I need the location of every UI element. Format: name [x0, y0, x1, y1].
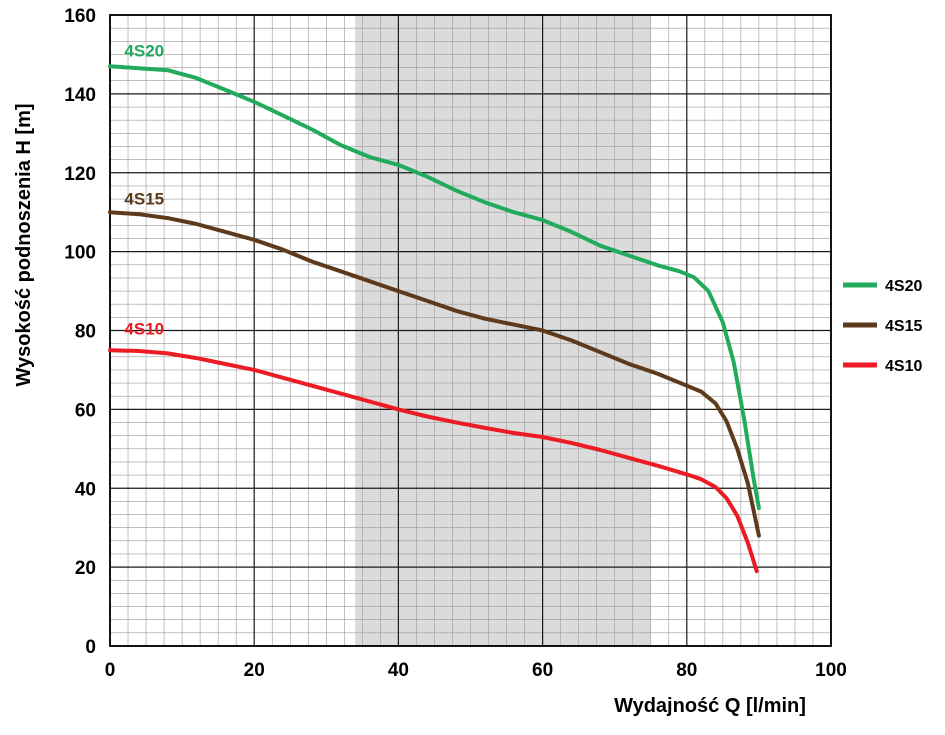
legend-label-4S15: 4S15	[885, 318, 922, 335]
x-tick-label: 60	[532, 660, 553, 681]
x-tick-label: 0	[105, 660, 116, 681]
y-tick-label: 20	[75, 558, 96, 579]
legend-label-4S10: 4S10	[885, 358, 922, 375]
x-tick-label: 80	[676, 660, 697, 681]
plot-border-layer	[109, 14, 832, 647]
curve-label-4S10: 4S10	[124, 319, 164, 338]
y-tick-label: 40	[75, 479, 96, 500]
curve-4S15	[108, 210, 761, 538]
y-tick-label: 120	[64, 164, 96, 185]
y-tick-label: 60	[75, 400, 96, 421]
x-tick-label: 20	[244, 660, 265, 681]
y-tick-label: 100	[64, 243, 96, 264]
curves-layer	[108, 64, 761, 574]
curve-label-4S20: 4S20	[124, 41, 164, 60]
x-tick-label: 40	[388, 660, 409, 681]
x-tick-label: 100	[815, 660, 847, 681]
y-tick-label: 140	[64, 85, 96, 106]
curve-labels-layer: 4S20 4S15 4S10	[124, 41, 164, 338]
y-axis-title: Wysokość podnoszenia H [m]	[13, 103, 35, 386]
legend: 4S20 4S15 4S10	[843, 278, 922, 375]
curve-4S10	[108, 348, 759, 574]
y-tick-label: 160	[64, 6, 96, 27]
y-tick-label: 0	[85, 637, 96, 658]
y-tick-label: 80	[75, 322, 96, 343]
plot-border	[109, 14, 832, 647]
curve-label-4S15: 4S15	[124, 189, 164, 208]
legend-label-4S20: 4S20	[885, 278, 922, 295]
x-axis-title: Wydajność Q [l/min]	[614, 695, 806, 717]
curve-4S20	[108, 64, 761, 510]
tick-labels-layer: 0 20 40 60 80 100 120 140 160 0 20 40 60 80 100	[64, 6, 847, 681]
